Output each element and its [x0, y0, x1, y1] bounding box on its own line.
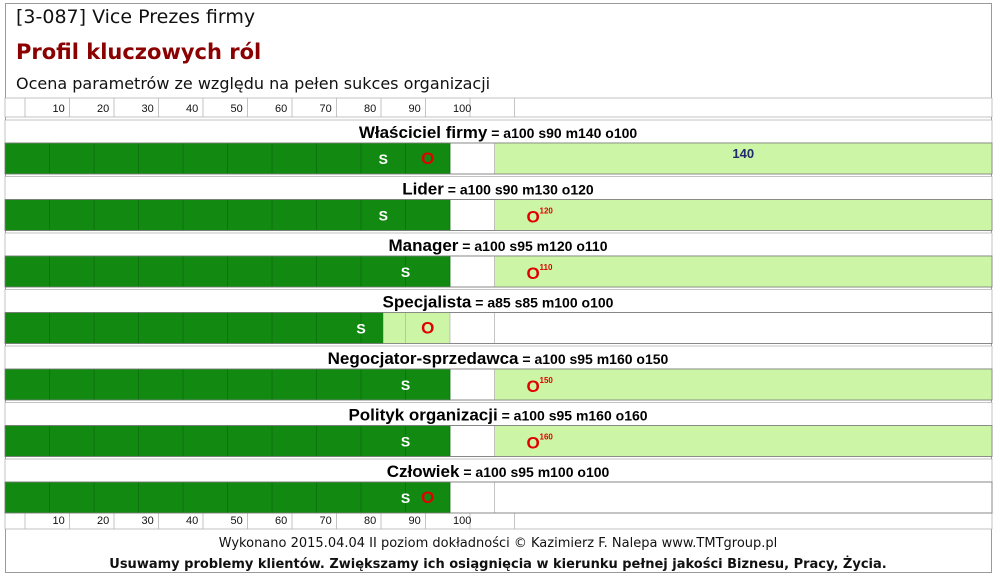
role-params: = a100 s95 m120 o110 [458, 238, 607, 254]
s-marker: S [401, 264, 410, 280]
x-tick-label: 90 [409, 515, 421, 527]
role-name: Człowiek [387, 462, 460, 481]
s-marker: S [379, 151, 388, 167]
bar-row-border [4, 368, 993, 401]
role-name: Specjalista [383, 293, 472, 312]
x-tick-label: 100 [453, 515, 471, 527]
o-marker: O [527, 434, 540, 453]
role-params: = a85 s85 m100 o100 [471, 295, 613, 311]
role-name: Lider [402, 180, 444, 199]
role-params: = a100 s90 m130 o120 [444, 182, 594, 198]
bar-row-border [4, 255, 993, 288]
x-tick-label: 50 [231, 515, 243, 527]
x-tick-label: 30 [142, 103, 154, 115]
x-tick-label: 10 [53, 515, 65, 527]
bar-row-border [4, 481, 993, 514]
chart-frame [5, 3, 992, 573]
role-label: Manager = a100 s95 m120 o110 [389, 236, 608, 255]
x-tick-label: 10 [53, 103, 65, 115]
o-overflow-value: 120 [540, 207, 554, 216]
o-marker: O [527, 264, 540, 283]
bar-row-border [4, 199, 993, 231]
role-label: Właściciel firmy = a100 s90 m140 o100 [359, 123, 638, 142]
m-overflow-value: 140 [732, 146, 754, 161]
x-tick-label: 50 [231, 103, 243, 115]
potential-segment [383, 312, 450, 344]
s-marker: S [401, 377, 410, 393]
role-name: Właściciel firmy [359, 123, 488, 142]
bar-row-border [4, 142, 993, 175]
page-subtitle: Ocena parametrów ze względu na pełen suk… [16, 74, 491, 93]
x-tick-label: 60 [275, 103, 287, 115]
role-params: = a100 s95 m160 o150 [519, 351, 669, 367]
bar-row-border [4, 425, 993, 457]
overflow-cell [494, 143, 992, 174]
overflow-cell [494, 369, 992, 400]
role-label: Człowiek = a100 s95 m100 o100 [387, 462, 610, 481]
role-label: Specjalista = a85 s85 m100 o100 [383, 293, 614, 312]
x-tick-label: 80 [364, 515, 376, 527]
role-label: Lider = a100 s90 m130 o120 [402, 180, 594, 199]
role-params: = a100 s95 m100 o100 [459, 464, 609, 480]
role-label: Polityk organizacji = a100 s95 m160 o160 [348, 406, 647, 425]
footer-credits: Wykonano 2015.04.04 II poziom dokładnośc… [219, 536, 778, 551]
x-tick-label: 90 [409, 103, 421, 115]
role-name: Negocjator-sprzedawca [328, 349, 519, 368]
role-name: Polityk organizacji [348, 406, 497, 425]
sheet-code: [3-087] Vice Prezes firmy [16, 6, 256, 28]
page-title: Profil kluczowych ról [16, 40, 262, 64]
role-params: = a100 s95 m160 o160 [498, 408, 648, 424]
role-name: Manager [389, 236, 459, 255]
overflow-cell [494, 199, 992, 231]
x-tick-label: 40 [186, 103, 198, 115]
footer-slogan: Usuwamy problemy klientów. Zwiększamy ic… [109, 556, 886, 572]
x-tick-label: 20 [97, 103, 109, 115]
x-tick-label: 40 [186, 515, 198, 527]
o-marker: O [527, 377, 540, 396]
x-tick-label: 70 [320, 515, 332, 527]
value-bar [5, 312, 384, 344]
x-tick-label: 70 [320, 103, 332, 115]
s-marker: S [401, 434, 410, 450]
o-overflow-value: 110 [540, 263, 553, 272]
bar-row-border [4, 312, 993, 344]
s-marker: S [356, 321, 365, 337]
o-marker: O [421, 488, 434, 507]
x-tick-label: 100 [453, 103, 471, 115]
tick-strip-top [4, 97, 993, 118]
o-marker: O [421, 319, 434, 338]
x-tick-label: 80 [364, 103, 376, 115]
s-marker: S [379, 208, 388, 224]
role-params: = a100 s90 m140 o100 [487, 125, 637, 141]
s-marker: S [401, 490, 410, 506]
o-overflow-value: 160 [540, 433, 554, 442]
o-overflow-value: 150 [540, 376, 554, 385]
x-tick-label: 60 [275, 515, 287, 527]
o-marker: O [527, 208, 540, 227]
role-label: Negocjator-sprzedawca = a100 s95 m160 o1… [328, 349, 669, 368]
overflow-cell [494, 425, 992, 457]
x-tick-label: 20 [97, 515, 109, 527]
overflow-cell [494, 256, 992, 287]
x-tick-label: 30 [142, 515, 154, 527]
o-marker: O [421, 149, 434, 168]
